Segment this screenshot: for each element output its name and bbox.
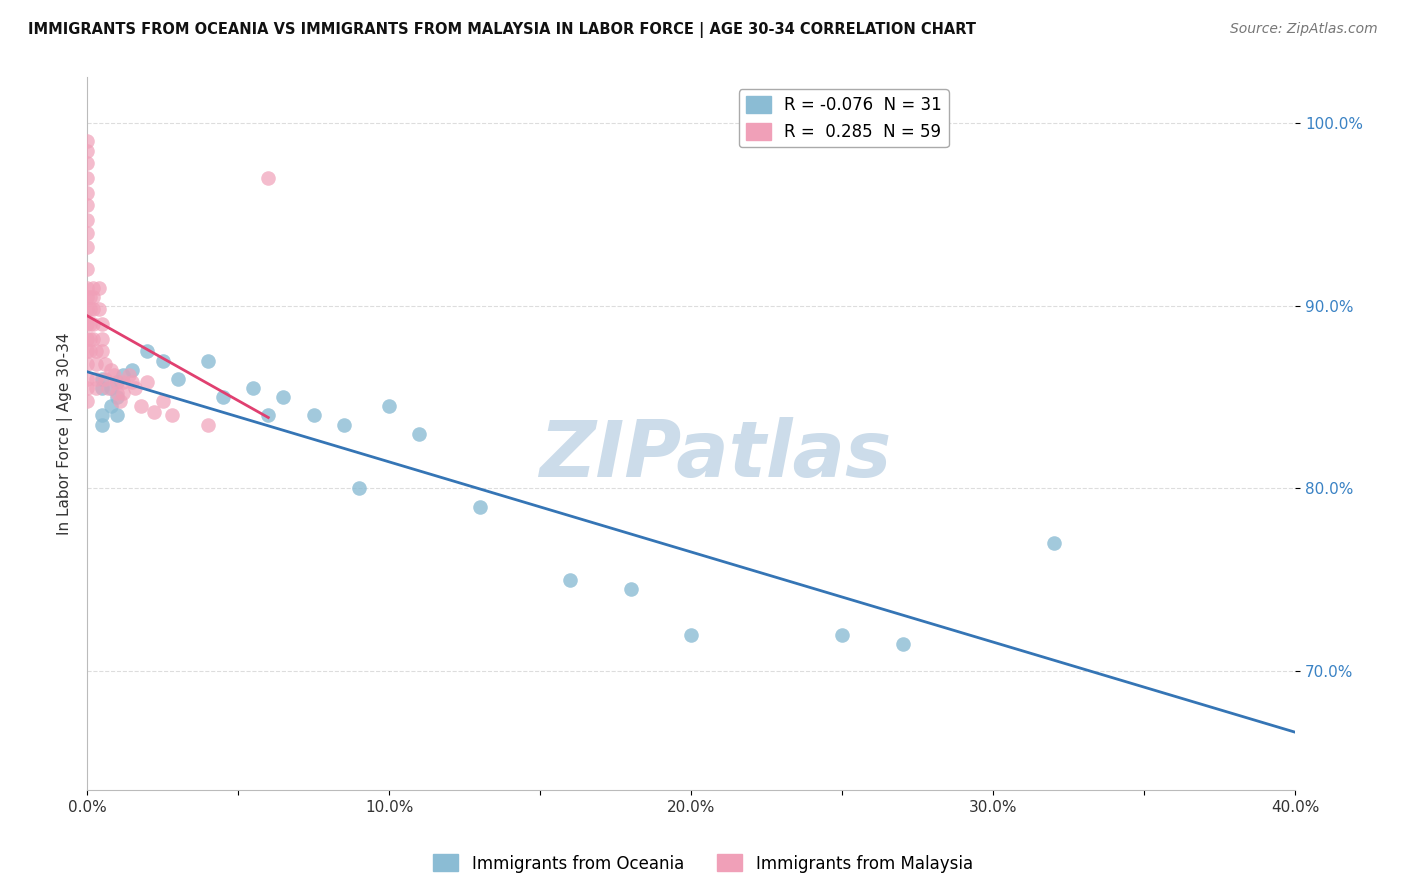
Point: [242, 381, 264, 395]
Point: [136, 344, 159, 359]
Point: [160, 409, 183, 423]
Point: [257, 170, 280, 185]
Point: [112, 376, 135, 390]
Point: [1042, 536, 1064, 550]
Point: [105, 390, 128, 404]
Point: [91, 409, 114, 423]
Point: [79, 302, 101, 317]
Point: [408, 426, 430, 441]
Point: [82, 290, 104, 304]
Point: [89, 280, 111, 294]
Point: [105, 386, 128, 401]
Text: ZIPatlas: ZIPatlas: [538, 417, 891, 493]
Point: [347, 482, 370, 496]
Point: [91, 381, 114, 395]
Point: [468, 500, 491, 514]
Point: [76, 226, 98, 240]
Point: [84, 344, 107, 359]
Point: [82, 317, 104, 331]
Point: [84, 381, 107, 395]
Point: [91, 417, 114, 432]
Text: Source: ZipAtlas.com: Source: ZipAtlas.com: [1230, 22, 1378, 37]
Point: [100, 399, 122, 413]
Point: [91, 372, 114, 386]
Text: IMMIGRANTS FROM OCEANIA VS IMMIGRANTS FROM MALAYSIA IN LABOR FORCE | AGE 30-34 C: IMMIGRANTS FROM OCEANIA VS IMMIGRANTS FR…: [28, 22, 976, 38]
Point: [620, 582, 643, 596]
Point: [84, 372, 107, 386]
Point: [76, 280, 98, 294]
Point: [152, 353, 174, 368]
Point: [131, 399, 153, 413]
Point: [94, 357, 117, 371]
Point: [76, 198, 98, 212]
Point: [121, 376, 143, 390]
Point: [76, 134, 98, 148]
Point: [79, 332, 101, 346]
Point: [76, 262, 98, 277]
Point: [166, 372, 188, 386]
Point: [76, 170, 98, 185]
Point: [112, 368, 135, 383]
Point: [89, 302, 111, 317]
Point: [94, 372, 117, 386]
Point: [110, 393, 132, 408]
Point: [76, 344, 98, 359]
Point: [121, 362, 143, 376]
Point: [257, 409, 280, 423]
Point: [84, 357, 107, 371]
Point: [76, 393, 98, 408]
Point: [105, 409, 128, 423]
Point: [76, 381, 98, 395]
Point: [82, 280, 104, 294]
Point: [82, 332, 104, 346]
Point: [91, 332, 114, 346]
Point: [273, 390, 295, 404]
Point: [76, 144, 98, 158]
Legend: R = -0.076  N = 31, R =  0.285  N = 59: R = -0.076 N = 31, R = 0.285 N = 59: [740, 89, 949, 147]
Point: [378, 399, 401, 413]
Point: [76, 156, 98, 170]
Point: [197, 417, 219, 432]
Point: [76, 240, 98, 254]
Point: [105, 376, 128, 390]
Point: [891, 637, 914, 651]
Point: [97, 381, 120, 395]
Point: [103, 368, 125, 383]
Point: [560, 573, 582, 587]
Point: [197, 353, 219, 368]
Point: [100, 362, 122, 376]
Point: [152, 393, 174, 408]
Point: [76, 186, 98, 200]
Point: [91, 317, 114, 331]
Legend: Immigrants from Oceania, Immigrants from Malaysia: Immigrants from Oceania, Immigrants from…: [426, 847, 980, 880]
Point: [76, 290, 98, 304]
Point: [118, 368, 141, 383]
Point: [136, 376, 159, 390]
Point: [142, 405, 165, 419]
Point: [76, 213, 98, 227]
Point: [333, 417, 356, 432]
Point: [212, 390, 235, 404]
Point: [681, 627, 703, 641]
Point: [831, 627, 853, 641]
Point: [124, 381, 146, 395]
Y-axis label: In Labor Force | Age 30-34: In Labor Force | Age 30-34: [58, 333, 73, 535]
Point: [112, 386, 135, 401]
Point: [76, 372, 98, 386]
Point: [76, 357, 98, 371]
Point: [79, 344, 101, 359]
Point: [79, 290, 101, 304]
Point: [105, 376, 128, 390]
Point: [76, 317, 98, 331]
Point: [76, 302, 98, 317]
Point: [100, 381, 122, 395]
Point: [79, 317, 101, 331]
Point: [82, 302, 104, 317]
Point: [76, 332, 98, 346]
Point: [302, 409, 325, 423]
Point: [91, 344, 114, 359]
